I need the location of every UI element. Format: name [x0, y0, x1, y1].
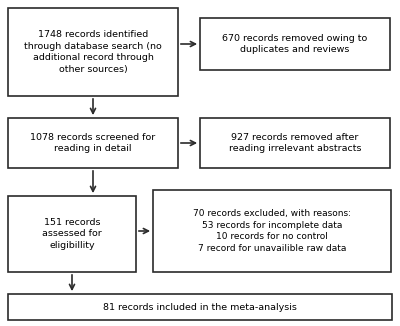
- Text: 670 records removed owing to
duplicates and reviews: 670 records removed owing to duplicates …: [222, 34, 368, 54]
- Bar: [8, 294, 392, 320]
- Bar: [153, 190, 391, 272]
- Bar: [8, 8, 178, 96]
- Text: 70 records excluded, with reasons:
53 records for incomplete data
10 records for: 70 records excluded, with reasons: 53 re…: [193, 209, 351, 253]
- Bar: [200, 18, 390, 70]
- Text: 151 records
assessed for
eligibillity: 151 records assessed for eligibillity: [42, 218, 102, 250]
- Text: 927 records removed after
reading irrelevant abstracts: 927 records removed after reading irrele…: [229, 133, 361, 153]
- Text: 1078 records screened for
reading in detail: 1078 records screened for reading in det…: [30, 133, 156, 153]
- Text: 81 records included in the meta-analysis: 81 records included in the meta-analysis: [103, 303, 297, 312]
- Text: 1748 records identified
through database search (no
additional record through
ot: 1748 records identified through database…: [24, 30, 162, 74]
- Bar: [8, 196, 136, 272]
- Bar: [200, 118, 390, 168]
- Bar: [8, 118, 178, 168]
